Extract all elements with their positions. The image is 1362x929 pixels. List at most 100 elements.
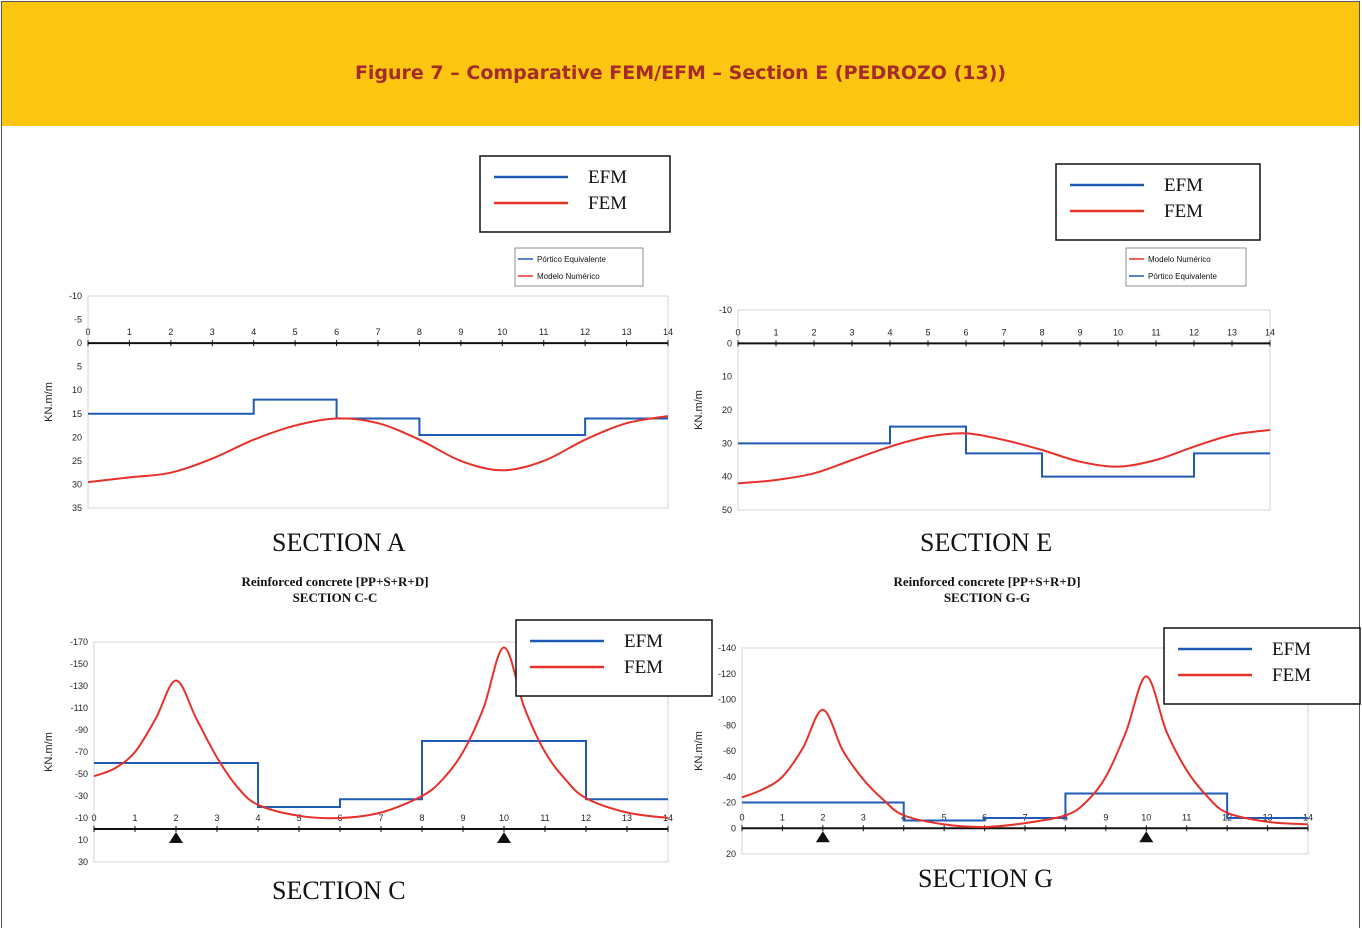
y-tick-label: 35 bbox=[72, 503, 82, 513]
x-tick-label: 0 bbox=[735, 327, 740, 337]
section-c-label: SECTION C bbox=[272, 876, 406, 905]
y-tick-label: 10 bbox=[722, 372, 732, 382]
y-tick-label: 0 bbox=[727, 338, 732, 348]
y-tick-label: -120 bbox=[718, 669, 736, 679]
legend-small-label: Pórtico Equivalente bbox=[537, 255, 606, 264]
legend-small-box bbox=[1125, 247, 1247, 287]
y-tick-label: 0 bbox=[731, 823, 736, 833]
x-tick-label: 10 bbox=[1141, 812, 1151, 822]
chart-panel-section-g: -140 -120 -100 -80 -60 -40 -20 0 20 0 1 2 3 4 5 6 7 8 9 10 1… bbox=[690, 620, 1361, 870]
support-triangle-icon bbox=[497, 832, 511, 843]
y-tick-label: -110 bbox=[71, 703, 88, 713]
legend-label-fem: FEM bbox=[588, 193, 627, 214]
y-tick-label: -50 bbox=[75, 769, 88, 779]
y-tick-label: 30 bbox=[78, 857, 88, 867]
legend-label-efm: EFM bbox=[588, 167, 627, 188]
x-tick-label: 8 bbox=[419, 813, 424, 823]
y-tick-label: -70 bbox=[75, 747, 88, 757]
y-tick-label: 0 bbox=[77, 338, 82, 348]
y-tick-label: 10 bbox=[78, 835, 88, 845]
legend-label-efm: EFM bbox=[1272, 639, 1311, 660]
plot-area bbox=[741, 647, 1309, 855]
legend-label-efm: EFM bbox=[1164, 175, 1203, 196]
x-tick-label: 7 bbox=[375, 327, 380, 337]
y-axis-label: KN.m/m bbox=[43, 382, 55, 422]
x-tick-label: 5 bbox=[293, 327, 298, 337]
x-tick-label: 9 bbox=[460, 813, 465, 823]
section-a-label: SECTION A bbox=[272, 528, 406, 557]
chart-panel-section-c: -170 -150 -130 -110 -90 -70 -50 -30 -10 10 30 0 1 2 3 4… bbox=[40, 619, 713, 870]
section-g-title-line: Reinforced concrete [PP+S+R+D] bbox=[893, 574, 1081, 589]
x-tick-label: 12 bbox=[581, 813, 591, 823]
section-c-title-line: Reinforced concrete [PP+S+R+D] bbox=[241, 574, 429, 589]
series-line-fem bbox=[741, 675, 1309, 828]
y-tick-label: 5 bbox=[77, 362, 82, 372]
figure-title: Figure 7 – Comparative FEM/EFM – Section… bbox=[354, 62, 1007, 84]
y-tick-label: 30 bbox=[72, 479, 82, 489]
x-tick-label: 4 bbox=[887, 327, 892, 337]
x-tick-label: 14 bbox=[663, 327, 673, 337]
y-tick-label: 15 bbox=[72, 409, 82, 419]
x-tick-label: 2 bbox=[820, 812, 825, 822]
y-tick-label: -40 bbox=[723, 772, 736, 782]
y-tick-label: -30 bbox=[75, 791, 88, 801]
x-tick-label: 12 bbox=[1189, 327, 1199, 337]
x-tick-label: 5 bbox=[942, 812, 947, 822]
y-tick-label: -5 bbox=[74, 315, 82, 325]
legend-small-box bbox=[514, 247, 644, 287]
y-tick-label: -140 bbox=[718, 643, 736, 653]
x-tick-label: 0 bbox=[739, 812, 744, 822]
section-c-title: Reinforced concrete [PP+S+R+D] SECTION C… bbox=[200, 574, 470, 606]
y-tick-label: -20 bbox=[723, 798, 736, 808]
legend-box bbox=[1055, 163, 1261, 241]
x-tick-label: 5 bbox=[296, 813, 301, 823]
x-tick-label: 0 bbox=[91, 813, 96, 823]
x-tick-label: 3 bbox=[214, 813, 219, 823]
support-triangle-icon bbox=[815, 831, 830, 843]
x-tick-label: 13 bbox=[622, 327, 632, 337]
legend-label-efm: EFM bbox=[624, 631, 663, 652]
legend-label-fem: FEM bbox=[624, 657, 663, 678]
plot-area bbox=[737, 309, 1271, 511]
series-line-efm bbox=[738, 425, 1270, 478]
x-tick-label: 13 bbox=[1227, 327, 1237, 337]
legend-box bbox=[1163, 627, 1361, 705]
y-tick-label: 30 bbox=[722, 438, 732, 448]
section-e-label: SECTION E bbox=[920, 528, 1053, 557]
y-tick-label: 50 bbox=[722, 505, 732, 515]
y-tick-label: -100 bbox=[718, 695, 736, 705]
x-tick-label: 1 bbox=[780, 812, 785, 822]
x-tick-label: 1 bbox=[132, 813, 137, 823]
x-tick-label: 2 bbox=[168, 327, 173, 337]
legend-box bbox=[515, 619, 713, 697]
x-tick-label: 7 bbox=[1001, 327, 1006, 337]
series-line-efm bbox=[742, 792, 1308, 822]
y-tick-label: -80 bbox=[723, 720, 736, 730]
x-tick-label: 11 bbox=[539, 327, 548, 337]
x-tick-label: 3 bbox=[861, 812, 866, 822]
x-tick-label: 8 bbox=[417, 327, 422, 337]
x-tick-label: 1 bbox=[127, 327, 132, 337]
x-tick-label: 5 bbox=[925, 327, 930, 337]
x-tick-label: 6 bbox=[334, 327, 339, 337]
y-tick-label: -130 bbox=[70, 681, 88, 691]
y-tick-label: 10 bbox=[72, 385, 82, 395]
legend-box bbox=[479, 155, 671, 233]
legend-small-label: Modelo Numérico bbox=[537, 272, 600, 281]
series-line-fem bbox=[93, 646, 669, 820]
series-line-fem bbox=[737, 429, 1271, 485]
series-line-efm bbox=[88, 398, 668, 436]
support-triangle-icon bbox=[1139, 831, 1154, 843]
x-tick-label: 10 bbox=[1113, 327, 1123, 337]
x-tick-label: 7 bbox=[378, 813, 383, 823]
legend-small-label: Pórtico Equivalente bbox=[1148, 272, 1217, 281]
x-tick-label: 4 bbox=[251, 327, 256, 337]
x-tick-label: 6 bbox=[963, 327, 968, 337]
plot-area bbox=[93, 641, 669, 863]
chart-panel-section-a: -10 -5 0 5 10 15 20 25 30 35 0 1 2 3 4 5 6 7 8 9 10 11 12 13 14 K… bbox=[40, 150, 690, 520]
y-axis-label: KN.m/m bbox=[693, 731, 705, 771]
series-line-fem bbox=[87, 415, 669, 484]
